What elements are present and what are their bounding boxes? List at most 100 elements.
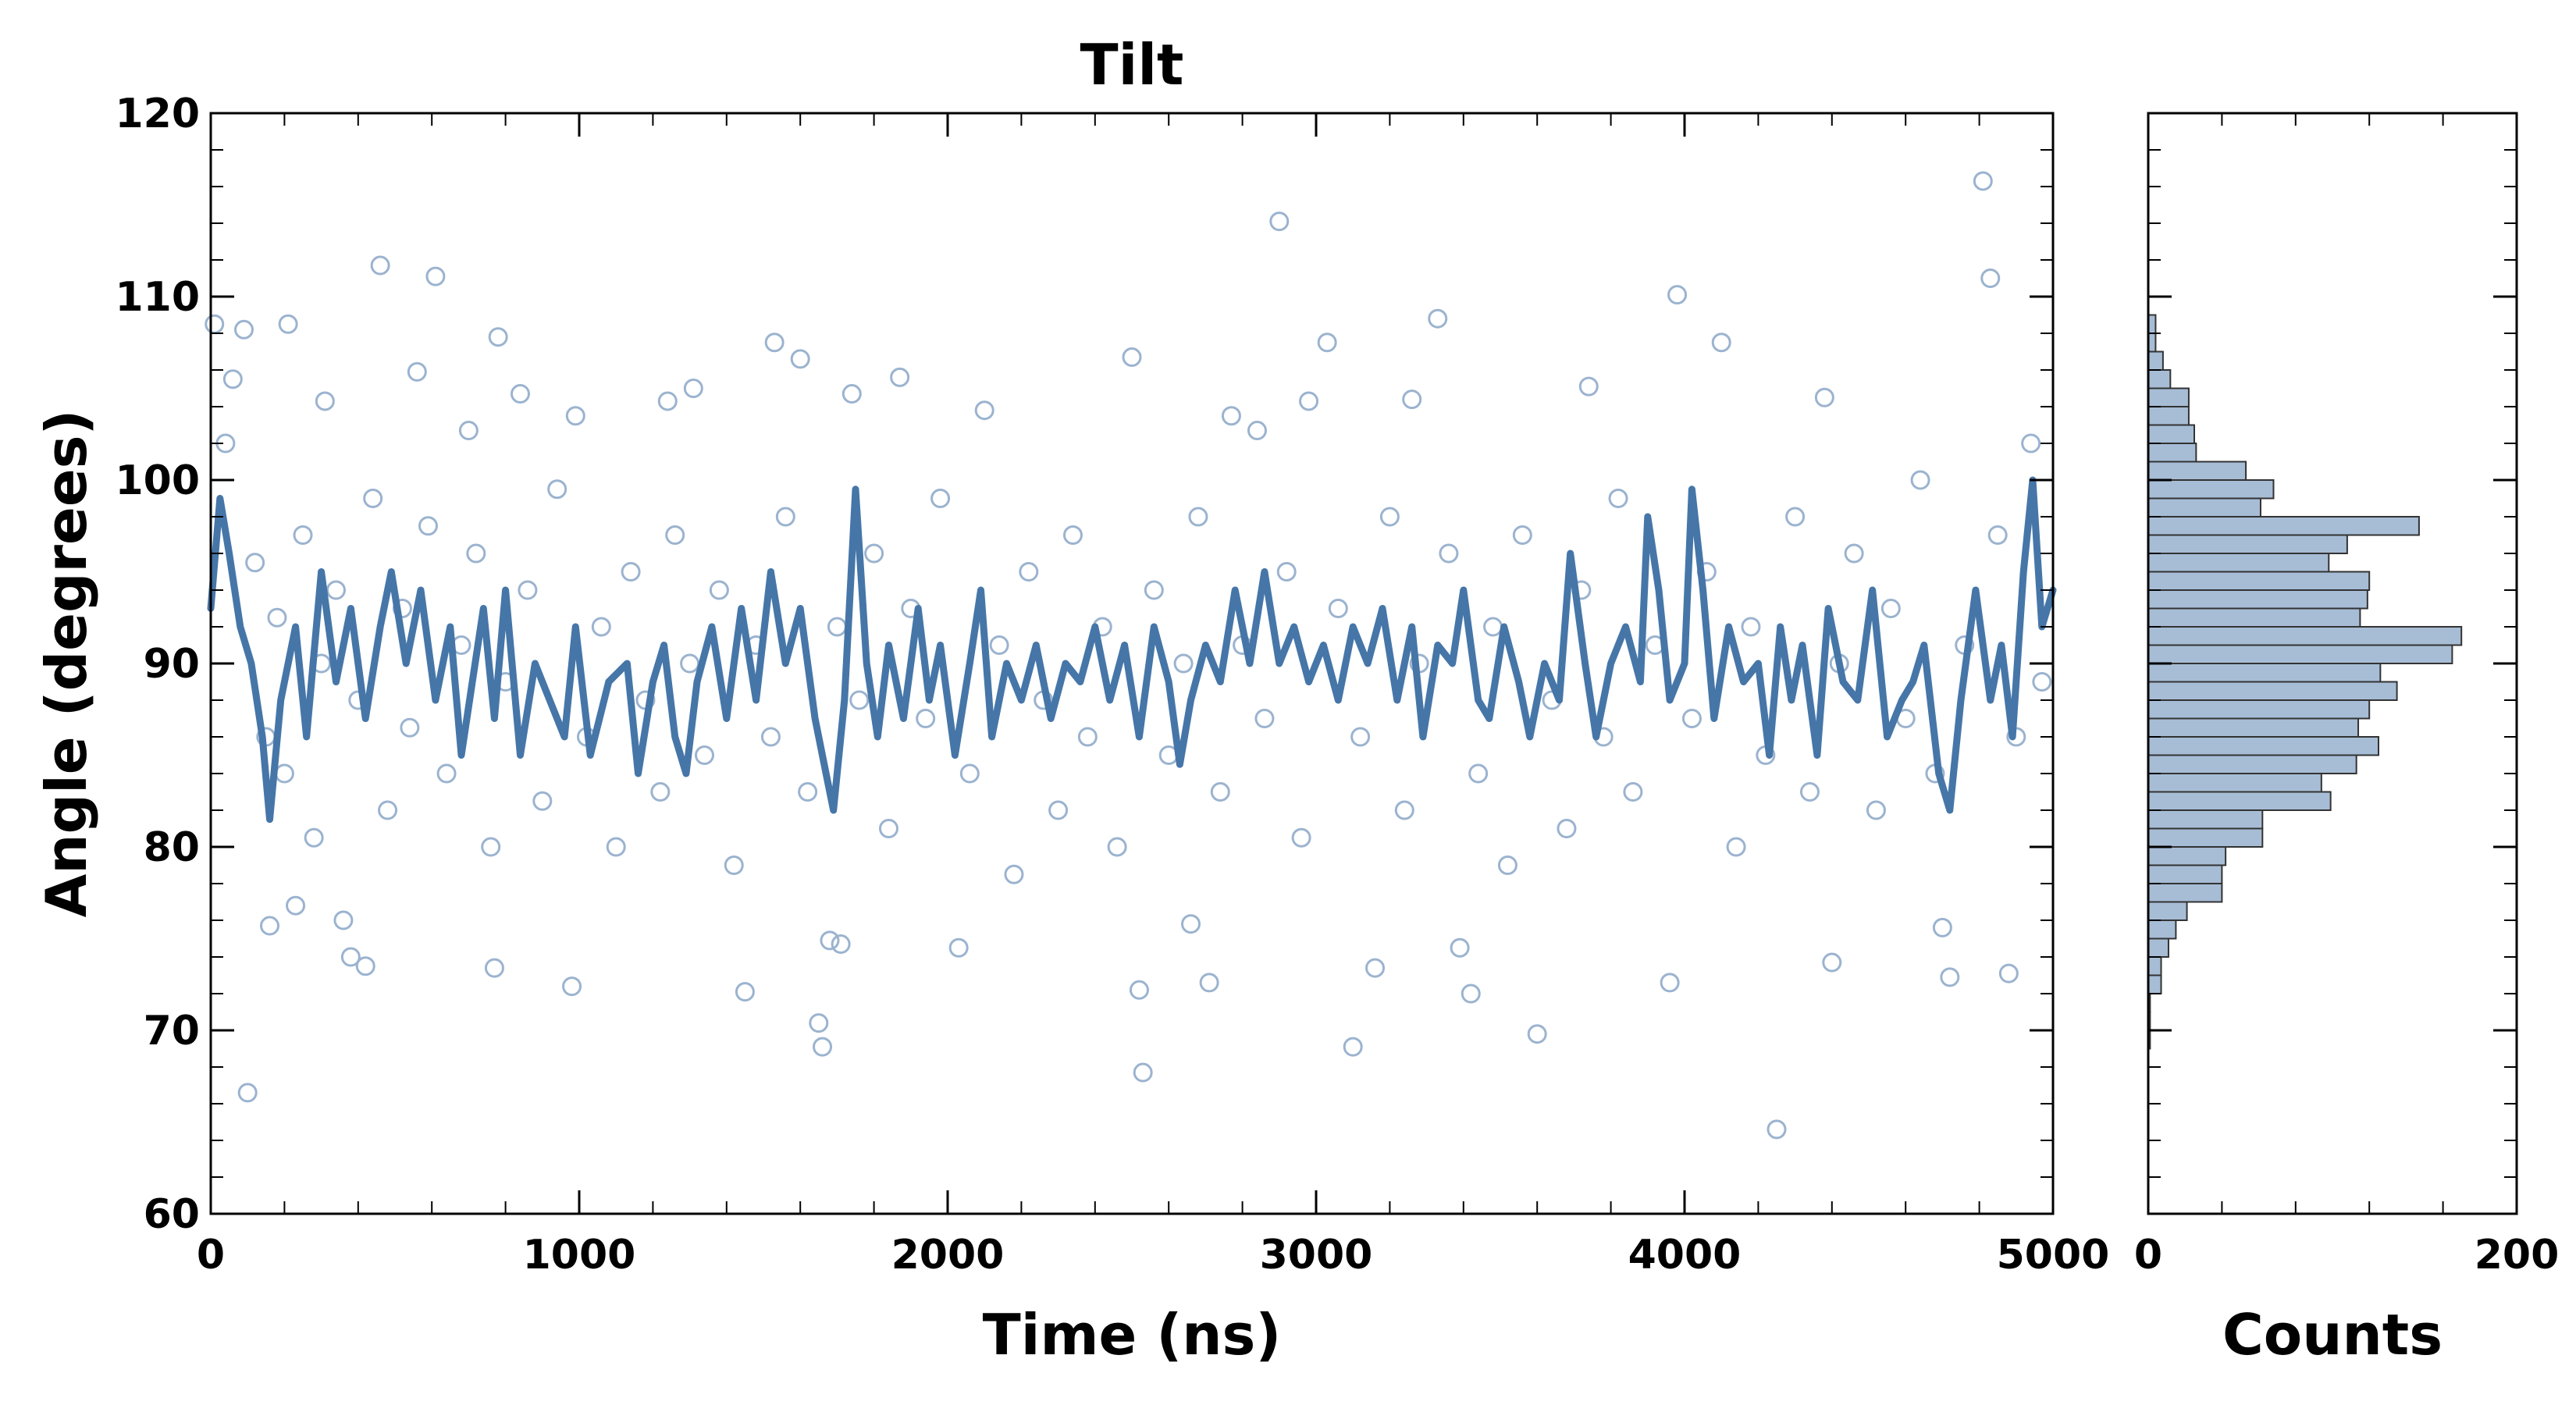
histogram-bar: [2147, 626, 2463, 646]
histogram-bar: [2147, 553, 2330, 573]
scatter-point: [278, 314, 298, 334]
scatter-point: [864, 543, 884, 564]
scatter-point: [1350, 727, 1371, 747]
scatter-point: [1077, 727, 1098, 747]
scatter-point: [621, 562, 641, 582]
scatter-point: [1004, 864, 1024, 884]
scatter-point: [1940, 967, 1960, 987]
scatter-point: [1247, 421, 1267, 441]
scatter-point: [245, 553, 265, 573]
scatter-point: [694, 745, 714, 765]
scatter-point: [989, 635, 1009, 655]
scatter-point: [510, 384, 530, 404]
scatter-point: [591, 617, 611, 637]
scatter-point: [709, 580, 729, 600]
scatter-point: [407, 361, 427, 382]
scatter-point: [400, 717, 420, 738]
chart-title: Tilt: [1080, 32, 1184, 98]
histogram-bar: [2147, 387, 2190, 407]
scatter-point: [2032, 672, 2052, 692]
scatter-point: [1880, 599, 1901, 618]
scatter-point: [1276, 562, 1297, 582]
histogram-bar: [2147, 369, 2172, 389]
scatter-point: [1269, 212, 1290, 232]
scatter-point: [1557, 819, 1577, 838]
scatter-point: [1726, 837, 1746, 857]
scatter-point: [205, 314, 225, 334]
scatter-point: [355, 956, 375, 976]
histogram-bar: [2147, 754, 2357, 774]
scatter-point: [1439, 543, 1459, 564]
y-tick-label: 90: [144, 641, 200, 688]
scatter-point: [1188, 507, 1208, 527]
scatter-point: [820, 930, 840, 951]
histogram-x-axis-title: Counts: [2222, 1302, 2443, 1368]
x-tick-label: 0: [197, 1232, 225, 1279]
scatter-point: [1844, 543, 1864, 564]
scatter-point: [1317, 333, 1337, 353]
scatter-point: [1254, 709, 1275, 728]
histogram-bar: [2147, 497, 2261, 518]
histogram-bar: [2147, 809, 2264, 830]
scatter-point: [1910, 470, 1930, 490]
series-line: [207, 476, 2057, 823]
scatter-point: [1483, 617, 1503, 637]
scatter-point: [562, 976, 582, 997]
scatter-point: [274, 763, 294, 784]
y-tick-label: 60: [144, 1191, 200, 1238]
scatter-point: [1711, 333, 1731, 353]
scatter-point: [1107, 837, 1127, 857]
scatter-point: [418, 516, 438, 536]
scatter-point: [1785, 507, 1806, 527]
scatter-point: [1980, 269, 2001, 288]
scatter-point: [1461, 984, 1481, 1004]
scatter-point: [760, 727, 781, 747]
scatter-point: [1497, 855, 1517, 875]
scatter-point: [798, 782, 818, 802]
scatter-point: [827, 617, 847, 637]
histogram-bar: [2147, 827, 2264, 848]
scatter-point: [1987, 525, 2008, 545]
scatter-point: [1578, 376, 1599, 397]
histogram-bar: [2147, 956, 2162, 976]
x-tick-label: 5000: [1997, 1232, 2110, 1279]
histogram-bar: [2147, 974, 2162, 994]
histogram-bar: [2147, 479, 2275, 500]
histogram-bar: [2147, 589, 2368, 610]
scatter-point: [1681, 709, 1702, 728]
hist-x-tick-label: 200: [2475, 1232, 2560, 1279]
scatter-point: [1468, 763, 1489, 784]
histogram-plot: 0 200 Counts: [2134, 112, 2560, 1368]
histogram-bar: [2147, 791, 2332, 811]
scatter-point: [1048, 800, 1069, 820]
scatter-point: [547, 479, 568, 500]
scatter-point: [1181, 914, 1201, 934]
scatter-point: [1402, 389, 1422, 410]
x-axis-title: Time (ns): [983, 1302, 1282, 1368]
scatter-point: [878, 819, 898, 838]
scatter-point: [1133, 1062, 1153, 1083]
scatter-point: [436, 763, 457, 784]
histogram-bar: [2147, 461, 2247, 481]
histogram-bar: [2147, 717, 2360, 738]
scatter-point: [948, 937, 969, 958]
histogram-bar: [2147, 406, 2190, 426]
scatter-point: [683, 379, 703, 398]
scatter-point: [735, 982, 755, 1002]
scatter-point: [841, 384, 862, 404]
histogram-bar: [2147, 443, 2197, 463]
scatter-point: [1394, 800, 1414, 820]
scatter-point: [1998, 963, 2019, 984]
scatter-point: [775, 507, 795, 527]
y-axis-title: Angle (degrees): [34, 410, 99, 918]
scatter-point: [724, 855, 744, 875]
scatter-point: [1199, 973, 1219, 993]
histogram-axis-ticks: 0 200: [2134, 112, 2560, 1279]
scatter-point: [1299, 391, 1319, 411]
histogram-bar: [2147, 607, 2361, 628]
scatter-point: [1210, 782, 1230, 802]
scatter-point: [1814, 387, 1834, 407]
histogram-bar: [2147, 937, 2169, 958]
scatter-point: [974, 400, 994, 421]
